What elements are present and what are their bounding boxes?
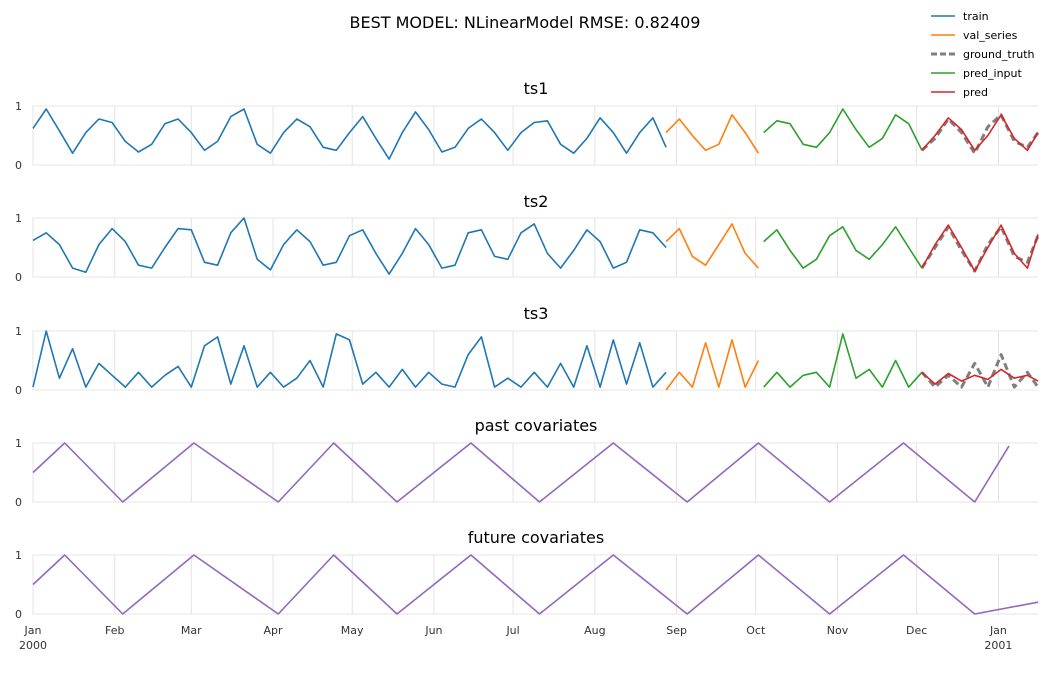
x-tick-label: Jan xyxy=(24,624,42,637)
x-tick-label: Oct xyxy=(746,624,766,637)
y-tick-label: 1 xyxy=(15,212,22,225)
series-line-train xyxy=(32,217,667,275)
legend-label: train xyxy=(963,10,989,23)
legend-item: pred xyxy=(931,86,988,99)
series-line-pred_input xyxy=(763,333,923,388)
x-tick-label: Jun xyxy=(424,624,442,637)
series-line-val_series xyxy=(665,223,759,269)
panel-2: 0 1 ts2 xyxy=(15,192,1040,284)
legend-label: ground_truth xyxy=(963,48,1035,61)
panel-1: 0 1 ts1 xyxy=(15,79,1040,172)
series-line-covariate xyxy=(32,442,1010,503)
y-tick-label: 0 xyxy=(15,496,22,509)
panel-title: past covariates xyxy=(475,416,598,435)
figure-title: BEST MODEL: NLinearModel RMSE: 0.82409 xyxy=(350,13,701,32)
panel-4: 0 1 past covariates xyxy=(15,416,1038,509)
x-tick-sublabel: 2001 xyxy=(984,639,1012,652)
y-tick-label: 1 xyxy=(15,325,22,338)
series-line-pred_input xyxy=(763,226,923,269)
panel-title: ts3 xyxy=(524,304,549,323)
legend: train val_series ground_truth pred_inputpre… xyxy=(931,10,1035,99)
series-line-ground_truth xyxy=(920,113,1040,155)
y-tick-label: 1 xyxy=(15,100,22,113)
series-line-ground_truth xyxy=(920,225,1040,273)
y-tick-label: 0 xyxy=(15,384,22,397)
series-line-pred xyxy=(921,114,1039,152)
y-tick-label: 1 xyxy=(15,549,22,562)
x-tick-label: Apr xyxy=(264,624,284,637)
series-line-pred_input xyxy=(763,108,923,151)
legend-item: val_series xyxy=(931,29,1018,42)
x-tick-label: Dec xyxy=(906,624,927,637)
x-tick-label: Sep xyxy=(666,624,687,637)
series-line-val_series xyxy=(665,339,760,391)
panel-title: ts2 xyxy=(524,192,549,211)
legend-label: val_series xyxy=(963,29,1018,42)
x-tick-label: Jan xyxy=(989,624,1007,637)
series-line-train xyxy=(32,330,667,388)
y-tick-label: 0 xyxy=(15,608,22,621)
series-line-val_series xyxy=(665,114,760,154)
series-line-pred xyxy=(921,368,1039,385)
legend-label: pred_input xyxy=(963,67,1022,80)
y-tick-label: 0 xyxy=(15,271,22,284)
x-tick-label: Mar xyxy=(181,624,202,637)
series-line-pred xyxy=(921,224,1039,272)
panel-title: ts1 xyxy=(524,79,549,98)
y-tick-label: 0 xyxy=(15,159,22,172)
legend-item: pred_input xyxy=(931,67,1022,80)
x-tick-label: Nov xyxy=(827,624,849,637)
y-tick-label: 1 xyxy=(15,437,22,450)
legend-label: pred xyxy=(963,86,988,99)
panel-3: 0 1 ts3 xyxy=(15,304,1040,397)
series-line-train xyxy=(32,108,667,160)
series-line-ground_truth xyxy=(920,353,1040,389)
series-line-covariate xyxy=(32,554,1039,615)
x-tick-label: Feb xyxy=(105,624,124,637)
legend-item: train xyxy=(931,10,989,23)
x-tick-label: Aug xyxy=(584,624,605,637)
legend-item: ground_truth xyxy=(931,48,1035,61)
x-tick-label: May xyxy=(341,624,364,637)
panel-5: 0 1 future covariates xyxy=(15,528,1039,621)
panels: 0 1 ts1 0 1 ts2 0 1 ts3 0 1 past covariates 0 1 future… xyxy=(15,79,1040,621)
x-tick-sublabel: 2000 xyxy=(19,639,47,652)
panel-title: future covariates xyxy=(468,528,604,547)
x-axis: Jan 2000 Feb Mar Apr May Jun Jul Aug Sep Oct Nov Dec… xyxy=(19,624,1012,652)
x-tick-label: Jul xyxy=(505,624,519,637)
